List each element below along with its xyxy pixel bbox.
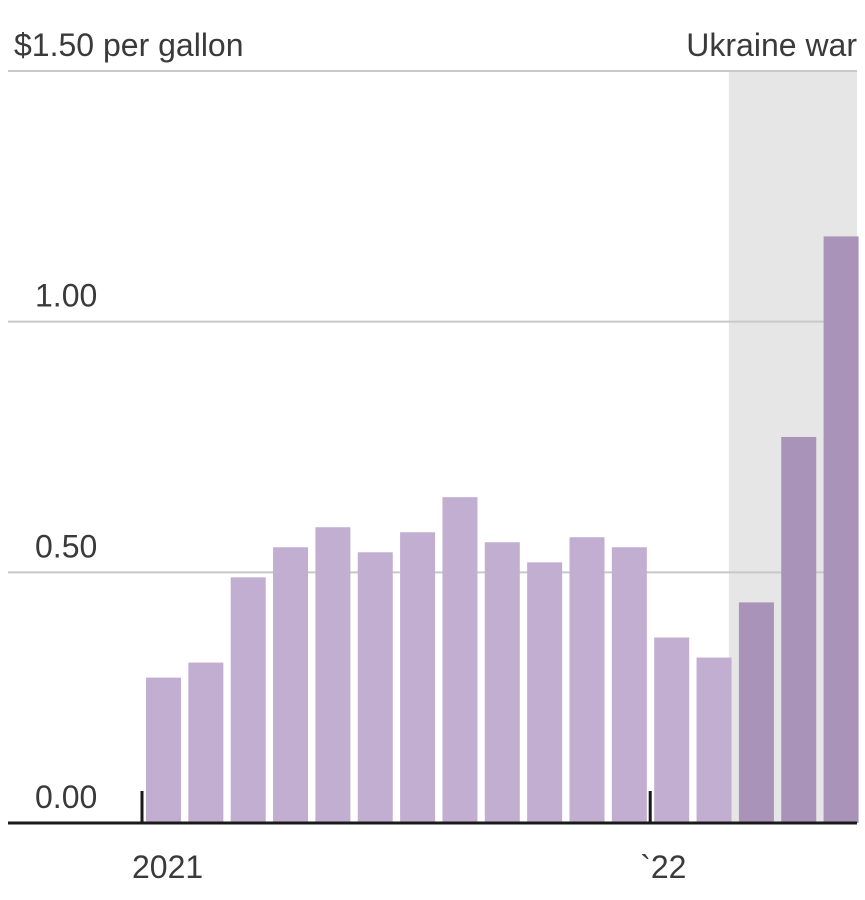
y-axis-title: $1.50 per gallon — [14, 27, 244, 63]
bar — [527, 562, 563, 823]
bar — [611, 547, 647, 823]
highlight-label: Ukraine war — [686, 27, 857, 63]
x-tick-label: 2021 — [132, 849, 203, 885]
bar — [781, 436, 817, 823]
y-tick-label: 0.00 — [35, 779, 97, 815]
bar — [654, 637, 690, 823]
bar — [400, 532, 436, 823]
bar — [569, 537, 605, 823]
bar — [188, 662, 224, 823]
bar — [315, 527, 351, 823]
bar — [273, 547, 309, 823]
bar — [146, 677, 181, 823]
bar — [357, 552, 393, 823]
bar — [484, 542, 520, 823]
bar — [696, 657, 732, 823]
bar — [442, 497, 478, 823]
y-tick-label: 0.50 — [35, 528, 97, 564]
bar — [230, 577, 266, 823]
x-tick-label: `22 — [640, 849, 686, 885]
bar — [823, 236, 859, 823]
bar — [738, 602, 774, 823]
y-tick-label: 1.00 — [35, 278, 97, 314]
